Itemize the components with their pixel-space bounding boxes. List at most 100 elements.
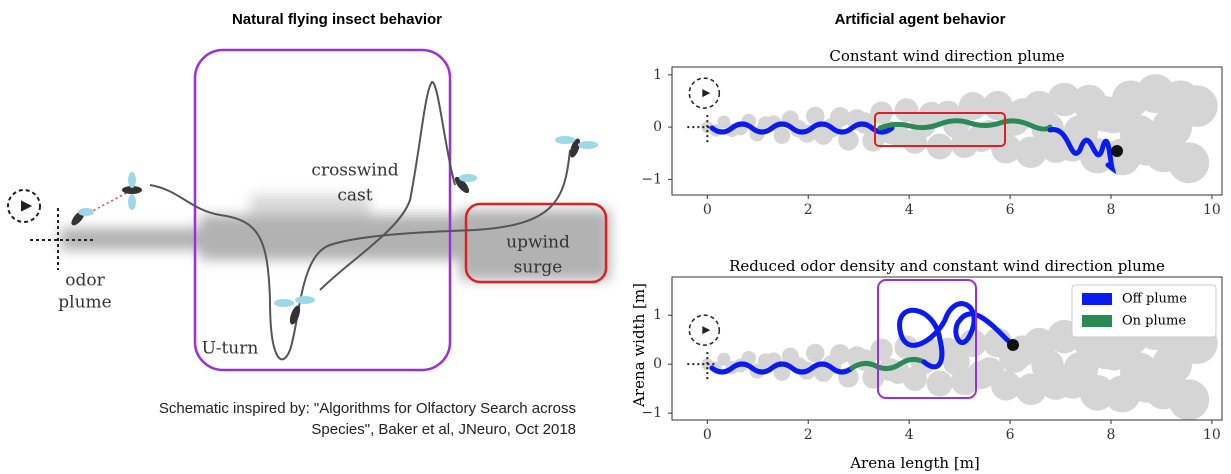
caption: Schematic inspired by: "Algorithms for O…: [159, 400, 576, 417]
plume-puff: [814, 125, 834, 145]
plume-puff: [1087, 96, 1124, 133]
plume-puff: [966, 123, 996, 152]
plume-puff: [830, 344, 851, 365]
flies: [71, 136, 598, 325]
plume-puff: [1103, 375, 1141, 413]
plume-puff: [717, 352, 731, 366]
plume-puff: [950, 367, 979, 396]
plume-puff: [1015, 136, 1047, 168]
x-tick-label: 8: [1107, 202, 1116, 218]
plume-puff: [991, 133, 1022, 164]
plume-puff: [1063, 351, 1099, 387]
plume-puff: [1144, 369, 1184, 410]
plume-puff: [1087, 333, 1124, 370]
y-axis-label: Arena width [m]: [630, 283, 648, 408]
plume-puff: [950, 130, 979, 159]
right-title: Artificial agent behavior: [835, 11, 1006, 28]
plume-puff: [1119, 115, 1158, 154]
plume-puff: [1168, 379, 1210, 421]
plume-puff: [1055, 364, 1090, 399]
plume-puff: [999, 342, 1030, 373]
plume-puff: [910, 112, 936, 138]
annotation: cast: [337, 186, 372, 206]
plume-puff: [958, 329, 987, 358]
plume-puff: [1047, 82, 1081, 117]
legend-label: On plume: [1122, 314, 1186, 329]
plume-puff: [781, 347, 799, 365]
plume-puff: [1031, 349, 1064, 382]
plume-puff: [918, 101, 945, 128]
x-tick-label: 10: [1203, 202, 1221, 218]
plume-puff: [894, 335, 919, 360]
plume-puff: [1111, 80, 1150, 118]
x-tick-label: 2: [804, 202, 813, 218]
x-tick-label: 0: [703, 427, 712, 443]
plume-puff: [1095, 96, 1133, 134]
plume-puff: [1152, 344, 1193, 385]
caption: Species", Baker et al, JNeuro, Oct 2018: [311, 421, 576, 438]
plot-title: Constant wind direction plume: [829, 47, 1064, 65]
plume-puff: [958, 92, 987, 121]
trajectory: [319, 80, 456, 291]
plume-puff: [757, 353, 774, 369]
plot-frame: [671, 276, 1223, 421]
plume: [701, 74, 1218, 184]
agent-end: [1111, 145, 1123, 157]
annotation: crosswind: [311, 161, 398, 181]
highlight-box: [464, 202, 608, 284]
plume-puff: [1039, 366, 1073, 400]
plume-puff: [1015, 373, 1047, 406]
legend-swatch: [1082, 315, 1112, 327]
wind-compass: [688, 314, 721, 346]
x-axis-label: Arena length [m]: [849, 454, 980, 472]
x-tick-label: 8: [1107, 427, 1116, 443]
agent-trajectories: [709, 118, 1117, 375]
plume-puff: [975, 357, 1005, 387]
plume-puff: [1168, 142, 1210, 184]
y-tick-label: 0: [653, 356, 662, 372]
wind-compass: [688, 77, 721, 109]
plume-puff: [1095, 333, 1133, 371]
highlight-box: [193, 48, 452, 372]
wind-arrow: [702, 326, 711, 335]
highlight-box: [874, 112, 1006, 147]
annotation: surge: [514, 258, 563, 278]
legend-swatch: [1082, 293, 1112, 305]
left-title: Natural flying insect behavior: [232, 11, 442, 28]
legend-label: Off plume: [1122, 292, 1187, 307]
highlight-box: [877, 279, 977, 399]
plume-puff: [902, 366, 928, 391]
wind-arrow: [702, 89, 711, 98]
plume-puff: [1023, 90, 1056, 123]
plot-frame: [671, 66, 1223, 196]
y-tick-label: −1: [641, 171, 662, 187]
plume-puff: [991, 370, 1022, 401]
plot-title: Reduced odor density and constant wind d…: [729, 257, 1165, 275]
plume-puff: [830, 107, 851, 128]
plume-puff: [894, 98, 919, 123]
plume-puff: [1119, 352, 1158, 391]
plume-puff: [838, 129, 859, 151]
x-tick-label: 6: [1006, 427, 1015, 443]
plume-puff: [902, 129, 928, 154]
wind-cross: [687, 115, 716, 146]
plume-puff: [717, 115, 731, 129]
x-tick-label: 0: [703, 202, 712, 218]
plume-puff: [773, 127, 791, 144]
annotation: U-turn: [202, 339, 259, 359]
y-tick-label: −1: [641, 405, 662, 421]
x-tick-label: 2: [804, 427, 813, 443]
plume-puff: [1079, 375, 1116, 411]
plume-puff: [942, 111, 970, 139]
y-tick-label: 1: [653, 307, 662, 323]
y-tick-label: 1: [653, 67, 662, 83]
plume-puff: [805, 343, 825, 363]
plume-puff: [966, 360, 996, 390]
plume-puff: [773, 364, 791, 382]
trajectory: [149, 149, 571, 361]
plume-puff: [1023, 327, 1056, 360]
plume-puff: [1127, 364, 1167, 403]
plume-puff: [870, 338, 893, 362]
x-tick-label: 10: [1203, 427, 1221, 443]
plume-puff: [1136, 74, 1176, 114]
